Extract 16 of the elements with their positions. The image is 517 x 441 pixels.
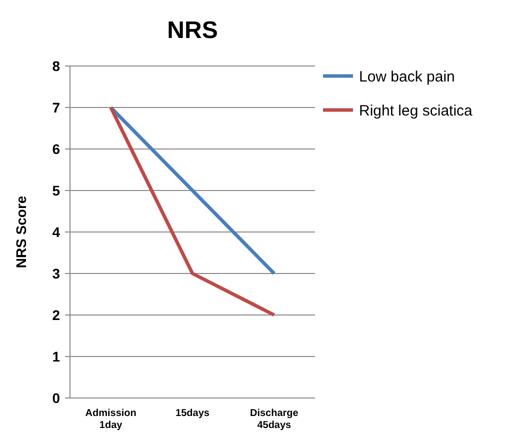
chart-title: NRS bbox=[167, 17, 218, 44]
y-tick-label: 8 bbox=[52, 58, 60, 74]
y-tick-label: 7 bbox=[52, 99, 60, 116]
y-tick-label: 1 bbox=[52, 348, 60, 364]
x-tick-label: Discharge 45days bbox=[250, 408, 299, 431]
legend-label: Low back pain bbox=[359, 68, 455, 86]
y-tick-label: 5 bbox=[52, 182, 60, 198]
x-tick-label: 15days bbox=[176, 408, 210, 419]
y-axis-title: NRS Score bbox=[13, 196, 29, 268]
y-tick-label: 0 bbox=[52, 390, 60, 406]
y-tick-label: 3 bbox=[52, 265, 60, 282]
y-tick-label: 2 bbox=[52, 306, 60, 323]
y-tick-label: 4 bbox=[52, 224, 60, 240]
x-tick-label: Admission 1day bbox=[85, 408, 136, 431]
y-tick-label: 6 bbox=[52, 140, 60, 157]
legend-label: Right leg sciatica bbox=[359, 102, 474, 120]
